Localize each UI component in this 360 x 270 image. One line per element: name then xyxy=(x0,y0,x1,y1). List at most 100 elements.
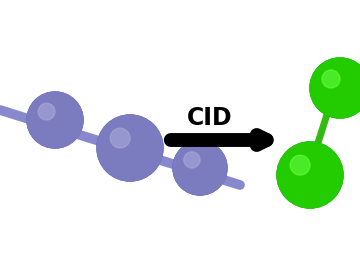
Circle shape xyxy=(114,132,131,149)
Circle shape xyxy=(29,94,79,144)
Circle shape xyxy=(176,144,222,190)
Circle shape xyxy=(173,141,227,195)
Circle shape xyxy=(282,147,334,200)
Circle shape xyxy=(46,111,48,113)
Circle shape xyxy=(312,60,360,114)
Circle shape xyxy=(180,148,215,183)
Circle shape xyxy=(310,58,360,118)
Circle shape xyxy=(292,157,315,180)
Circle shape xyxy=(43,108,54,119)
Circle shape xyxy=(38,103,63,128)
Circle shape xyxy=(284,149,330,195)
Circle shape xyxy=(110,128,139,157)
Circle shape xyxy=(113,131,133,151)
Circle shape xyxy=(186,154,202,170)
Circle shape xyxy=(290,155,310,175)
Circle shape xyxy=(330,78,333,81)
Circle shape xyxy=(277,142,343,208)
Circle shape xyxy=(187,155,201,169)
Circle shape xyxy=(326,74,341,89)
Circle shape xyxy=(184,152,206,174)
Circle shape xyxy=(117,135,126,144)
Circle shape xyxy=(116,133,129,147)
Circle shape xyxy=(33,98,72,137)
Circle shape xyxy=(296,160,309,174)
Circle shape xyxy=(320,69,351,99)
Circle shape xyxy=(285,150,328,193)
Circle shape xyxy=(181,150,211,179)
Circle shape xyxy=(28,93,81,146)
Circle shape xyxy=(185,153,204,172)
Circle shape xyxy=(183,150,210,177)
Circle shape xyxy=(314,62,360,110)
Circle shape xyxy=(287,152,324,189)
Circle shape xyxy=(323,70,347,94)
Circle shape xyxy=(329,77,335,83)
Circle shape xyxy=(102,120,154,173)
Circle shape xyxy=(328,76,337,85)
Circle shape xyxy=(321,70,348,97)
Circle shape xyxy=(189,157,197,165)
Circle shape xyxy=(283,148,332,197)
Circle shape xyxy=(181,148,213,181)
Circle shape xyxy=(104,122,150,168)
Circle shape xyxy=(173,141,227,195)
Text: CID: CID xyxy=(187,106,233,130)
Circle shape xyxy=(42,107,56,121)
Circle shape xyxy=(38,103,55,120)
Circle shape xyxy=(290,155,319,184)
Circle shape xyxy=(39,104,61,126)
Circle shape xyxy=(27,92,83,148)
Circle shape xyxy=(178,146,218,186)
Circle shape xyxy=(118,136,125,142)
Circle shape xyxy=(315,63,360,108)
Circle shape xyxy=(286,151,326,191)
Circle shape xyxy=(109,127,141,160)
Circle shape xyxy=(184,152,200,168)
Circle shape xyxy=(325,73,343,91)
Circle shape xyxy=(322,70,340,88)
Circle shape xyxy=(100,119,157,175)
Circle shape xyxy=(319,68,352,100)
Circle shape xyxy=(313,61,360,112)
Circle shape xyxy=(278,143,341,206)
Circle shape xyxy=(318,66,354,102)
Circle shape xyxy=(291,156,317,182)
Circle shape xyxy=(327,75,339,87)
Circle shape xyxy=(103,121,152,170)
Circle shape xyxy=(97,115,163,181)
Circle shape xyxy=(280,146,337,202)
Circle shape xyxy=(289,154,321,187)
Circle shape xyxy=(107,125,144,162)
Circle shape xyxy=(40,105,59,124)
Circle shape xyxy=(32,97,74,139)
Circle shape xyxy=(183,151,208,176)
Circle shape xyxy=(34,99,70,135)
Circle shape xyxy=(105,123,148,166)
Circle shape xyxy=(175,143,224,191)
Circle shape xyxy=(112,130,135,153)
Circle shape xyxy=(190,158,195,163)
Circle shape xyxy=(99,117,159,177)
Circle shape xyxy=(318,65,356,104)
Circle shape xyxy=(299,164,302,167)
Circle shape xyxy=(297,162,306,171)
Circle shape xyxy=(45,110,50,115)
Circle shape xyxy=(36,101,67,131)
Circle shape xyxy=(177,145,220,188)
Circle shape xyxy=(41,106,58,123)
Circle shape xyxy=(311,59,360,116)
Circle shape xyxy=(111,129,137,155)
Circle shape xyxy=(44,109,52,117)
Circle shape xyxy=(174,142,225,193)
Circle shape xyxy=(277,142,343,208)
Circle shape xyxy=(106,124,146,164)
Circle shape xyxy=(30,95,77,143)
Circle shape xyxy=(316,64,358,106)
Circle shape xyxy=(298,163,305,169)
Circle shape xyxy=(324,72,345,93)
Circle shape xyxy=(310,58,360,118)
Circle shape xyxy=(35,100,68,133)
Circle shape xyxy=(37,102,65,130)
Circle shape xyxy=(119,137,122,140)
